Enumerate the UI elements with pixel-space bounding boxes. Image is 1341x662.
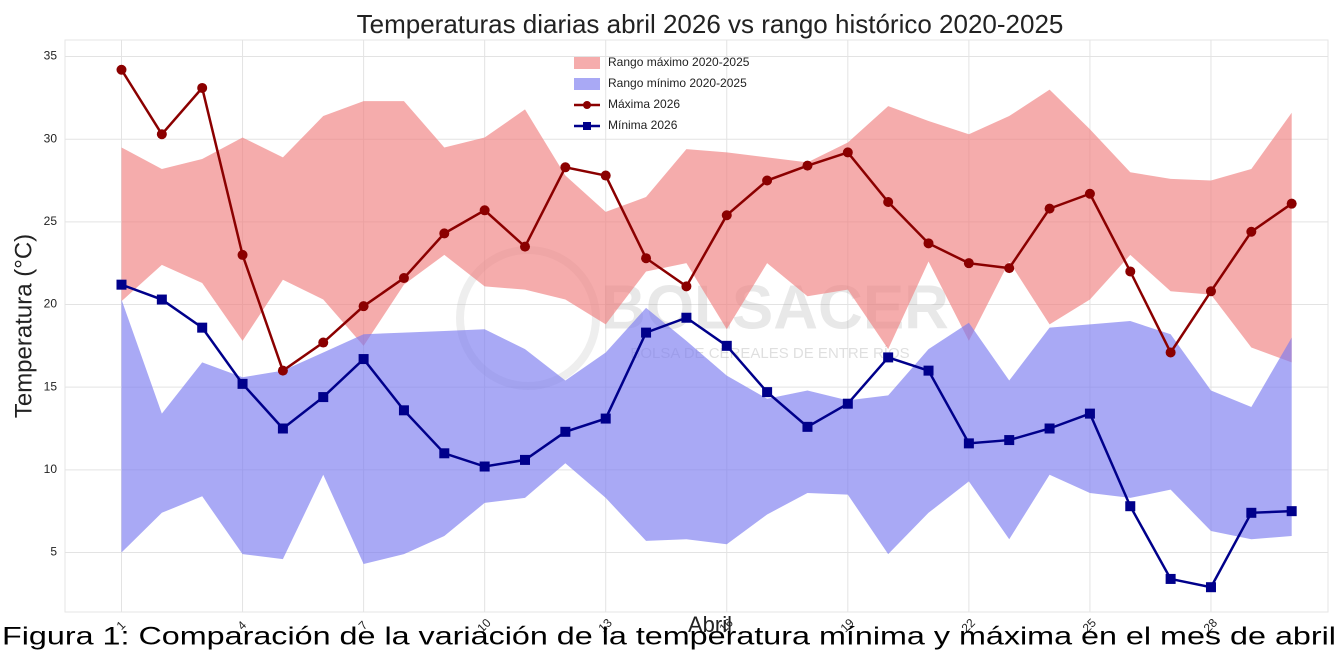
chart-title: Temperaturas diarias abril 2026 vs rango… [357, 9, 1064, 39]
point-marker [842, 398, 853, 409]
point-marker [277, 423, 288, 434]
series-line [121, 283, 1292, 589]
point-marker [560, 162, 571, 173]
point-marker [923, 238, 934, 249]
point-marker [1084, 188, 1095, 199]
point-marker [237, 249, 248, 260]
point-marker [398, 405, 409, 416]
point-marker [681, 281, 692, 292]
point-marker [1004, 435, 1015, 446]
point-marker [398, 273, 409, 284]
y-tick-label: 5 [50, 545, 57, 559]
point-marker [1286, 506, 1297, 517]
point-marker [358, 354, 369, 365]
point-marker [116, 64, 127, 75]
legend-marker [583, 122, 591, 130]
point-marker [802, 160, 813, 171]
series-line [120, 69, 1293, 373]
point-marker [1165, 573, 1176, 584]
point-marker [1004, 263, 1015, 274]
point-marker [1246, 226, 1257, 237]
point-marker [883, 352, 894, 363]
point-marker [641, 253, 652, 264]
point-marker [963, 438, 974, 449]
point-marker [116, 279, 127, 290]
point-marker [1044, 203, 1055, 214]
point-marker [600, 170, 611, 181]
point-marker [802, 421, 813, 432]
point-marker [1205, 582, 1216, 593]
range-band [121, 89, 1292, 363]
point-marker [923, 365, 934, 376]
legend-label: Mínima 2026 [608, 118, 678, 132]
point-marker [560, 426, 571, 437]
y-tick-label: 25 [44, 214, 58, 228]
y-tick-label: 30 [44, 131, 58, 145]
point-marker [641, 327, 652, 338]
point-marker [681, 312, 692, 323]
point-marker [197, 82, 208, 93]
point-marker [721, 340, 732, 351]
legend-label: Rango mínimo 2020-2025 [608, 76, 747, 90]
legend-label: Máxima 2026 [608, 97, 680, 111]
point-marker [277, 365, 288, 376]
point-marker [156, 294, 167, 305]
point-marker [479, 205, 490, 216]
point-marker [520, 454, 531, 465]
legend-marker [583, 101, 591, 109]
y-tick-label: 10 [44, 462, 58, 476]
point-marker [1084, 408, 1095, 419]
point-marker [883, 197, 894, 208]
figure-caption: Figura 1: Comparación de la variación de… [2, 623, 1336, 651]
point-marker [1205, 286, 1216, 297]
legend-label: Rango máximo 2020-2025 [608, 55, 750, 69]
point-marker [479, 461, 490, 472]
point-marker [318, 337, 329, 348]
point-marker [721, 210, 732, 221]
point-marker [197, 322, 208, 333]
point-marker [156, 129, 167, 140]
y-tick-label: 15 [44, 379, 58, 393]
point-marker [762, 387, 773, 398]
legend-swatch [574, 57, 600, 69]
point-marker [439, 448, 450, 459]
point-marker [318, 392, 329, 403]
point-marker [1165, 347, 1176, 358]
point-marker [520, 241, 531, 252]
y-tick-label: 20 [44, 297, 58, 311]
x-axis-label: Abril [688, 612, 732, 637]
range-band [121, 299, 1292, 565]
point-marker [842, 147, 853, 158]
point-marker [439, 228, 450, 239]
point-marker [237, 378, 248, 389]
point-marker [1286, 198, 1297, 209]
point-marker [358, 301, 369, 312]
y-axis-label: Temperatura (°C) [10, 234, 37, 418]
legend-swatch [574, 78, 600, 90]
point-marker [1246, 507, 1257, 518]
point-marker [600, 413, 611, 424]
point-marker [1125, 501, 1136, 512]
point-marker [963, 258, 974, 269]
point-marker [1044, 423, 1055, 434]
point-marker [1125, 266, 1136, 277]
point-marker [762, 175, 773, 186]
y-tick-label: 35 [44, 49, 58, 63]
